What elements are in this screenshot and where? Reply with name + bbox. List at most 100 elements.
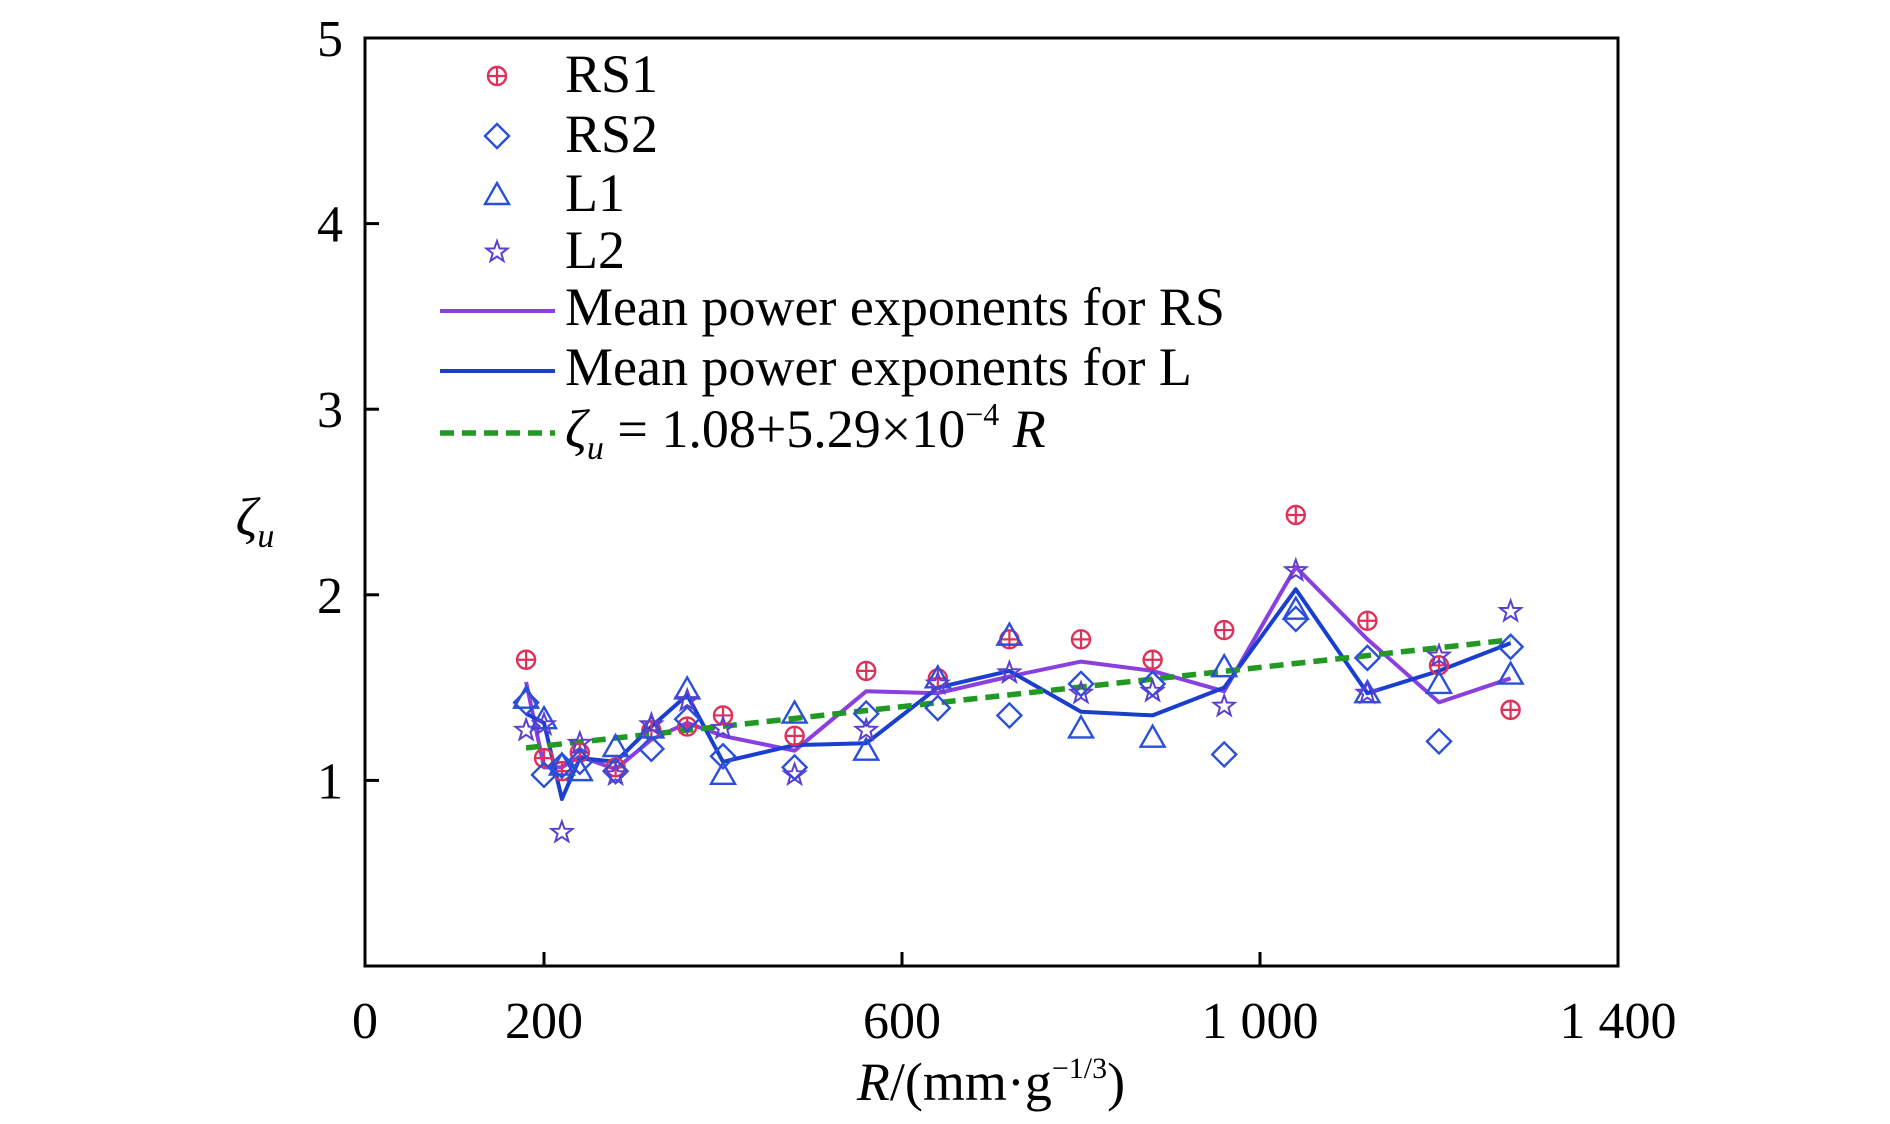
point-rs1	[1500, 699, 1521, 721]
point-rs2	[852, 699, 880, 728]
point-l2	[852, 716, 880, 742]
point-l1	[1210, 652, 1239, 678]
point-rs2	[1210, 740, 1238, 769]
point-l1	[1353, 678, 1382, 704]
y-axis-title-main: ζ	[236, 487, 261, 547]
legend-label: Mean power exponents for RS	[565, 277, 1225, 337]
legend-fit-var: ζ	[565, 399, 590, 459]
point-l1	[601, 732, 630, 758]
point-rs1	[856, 660, 877, 682]
x-tick-label: 1 000	[1202, 993, 1319, 1050]
point-l2	[1067, 679, 1095, 705]
point-rs2	[1282, 605, 1310, 633]
y-tick-label: 4	[317, 197, 343, 254]
point-rs1	[1285, 504, 1307, 526]
point-l1	[780, 699, 809, 724]
point-l1	[995, 621, 1024, 646]
point-rs2	[1353, 644, 1382, 672]
y-tick-label: 2	[317, 568, 343, 625]
point-rs1	[677, 716, 698, 737]
point-l1	[1281, 595, 1310, 620]
point-l2	[924, 669, 952, 696]
legend-entry-0: RS1	[486, 44, 658, 104]
point-rs2	[637, 735, 666, 763]
x-tick-label: 0	[352, 993, 378, 1050]
point-rs2	[1496, 633, 1525, 661]
point-l1	[1066, 714, 1096, 739]
legend-label: RS2	[565, 104, 658, 164]
legend-fit-sub: u	[587, 430, 604, 467]
legend-marker	[483, 122, 511, 150]
legend-label: L1	[565, 163, 625, 223]
point-l2	[638, 710, 665, 736]
point-rs1	[515, 649, 537, 670]
point-l1	[512, 684, 541, 709]
x-tick-label: 600	[863, 993, 941, 1050]
point-rs2	[601, 757, 630, 785]
point-l2	[709, 714, 737, 740]
x-axis-title-close: )	[1107, 1052, 1125, 1112]
legend-entry-4: Mean power exponents for RS	[440, 277, 1225, 337]
point-rs1	[1142, 649, 1163, 670]
point-l2	[1497, 597, 1524, 623]
series-2	[512, 595, 1525, 786]
point-l2	[1354, 679, 1381, 705]
point-rs2	[566, 748, 594, 776]
x-axis-title-unit: /(mm·g	[890, 1052, 1052, 1112]
legend-marker	[483, 237, 511, 264]
point-l2	[548, 818, 576, 844]
x-tick-label: 200	[505, 993, 583, 1050]
legend-fit-exp: −4	[965, 396, 999, 432]
y-tick-label: 1	[317, 753, 343, 810]
legend-label: ζu = 1.08+5.29×10−4 R	[565, 396, 1046, 467]
point-l1	[708, 760, 738, 786]
point-l2	[1139, 677, 1166, 703]
legend-label: L2	[565, 220, 625, 280]
x-tick-label: 1 400	[1560, 993, 1677, 1050]
point-rs2	[673, 705, 701, 733]
legend-marker	[482, 180, 512, 206]
y-axis-title-sub: u	[257, 518, 274, 555]
legend-entry-6: ζu = 1.08+5.29×10−4 R	[440, 396, 1046, 467]
point-rs1	[1213, 619, 1235, 641]
x-axis-title-main: R	[856, 1052, 890, 1112]
legend-entry-2: L1	[482, 163, 625, 223]
y-tick-label: 3	[317, 382, 343, 439]
point-l2	[1282, 556, 1310, 582]
legend-fit-eq: = 1.08+5.29×10	[604, 399, 965, 459]
point-l2	[530, 710, 558, 736]
x-axis-title-exp: −1/3	[1052, 1052, 1107, 1085]
legend-entry-3: L2	[483, 220, 625, 280]
point-l1	[565, 756, 594, 782]
plot-area	[363, 36, 1620, 968]
point-rs2	[924, 694, 952, 722]
legend-entry-1: RS2	[483, 104, 658, 164]
series-3	[512, 556, 1524, 844]
legend-entry-5: Mean power exponents for L	[440, 337, 1192, 397]
point-rs2	[1425, 727, 1453, 756]
point-rs1	[1070, 629, 1092, 650]
point-rs2	[709, 742, 737, 770]
point-rs2	[1067, 670, 1095, 698]
point-l2	[566, 729, 594, 755]
series-layer	[512, 504, 1525, 844]
point-l1	[673, 675, 702, 700]
point-rs2	[995, 701, 1024, 730]
y-axis-title: ζu	[236, 487, 275, 555]
series-6	[525, 637, 1511, 751]
point-l2	[673, 686, 701, 712]
point-rs2	[548, 751, 576, 780]
fit-line	[525, 637, 1511, 751]
point-rs1	[784, 725, 805, 747]
point-l2	[512, 716, 540, 742]
axes: 0 200 600 1 000 1 400 1 2 3 4 5	[317, 11, 1677, 1050]
point-l1	[1496, 660, 1525, 685]
y-tick-label: 5	[317, 11, 343, 68]
legend-label: Mean power exponents for L	[565, 337, 1192, 397]
point-l1	[1424, 669, 1454, 695]
legend-label: RS1	[565, 44, 658, 104]
point-l2	[996, 658, 1023, 685]
point-l2	[602, 760, 629, 787]
